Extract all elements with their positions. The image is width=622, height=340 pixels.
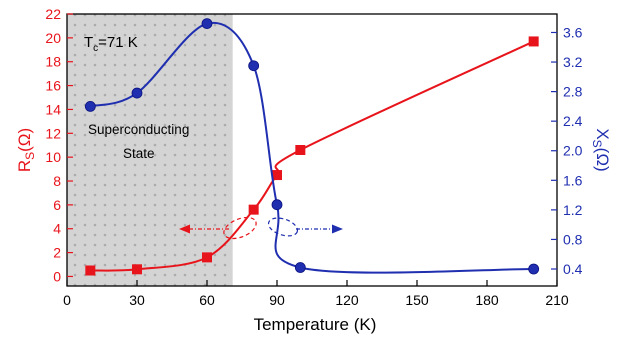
right-tick-label: 0.8 [563,231,583,247]
right-tick-label: 3.2 [563,54,583,70]
data-point-circle [294,262,306,273]
left-tick-label: 22 [45,6,61,22]
data-point-square [132,264,142,275]
shaded-region-dots [67,14,233,286]
x-tick-label: 30 [129,292,145,308]
left-tick-label: 2 [53,245,61,261]
series-line-right [90,21,534,274]
data-point-square [202,252,212,263]
x-tick-label: 180 [475,292,499,308]
x-tick-label: 210 [545,292,569,308]
left-axis-label: RS(Ω) [15,128,37,172]
right-tick-label: 0.4 [563,261,583,277]
superconducting-region [67,14,233,286]
data-point-circle [248,60,260,72]
state-label-line2: State [123,146,155,161]
left-tick-label: 16 [45,78,61,94]
x-axis-ticks: 0 30 60 90 120 150 180 210 [63,280,569,308]
series-line-left [90,40,535,272]
right-tick-label: 1.6 [563,172,583,188]
left-axis-ticks: 0 2 4 6 8 10 12 14 16 18 20 22 [45,6,73,284]
right-tick-label: 1.2 [563,202,583,218]
x-axis-label: Temperature (K) [254,315,377,334]
data-point-circle [528,263,540,275]
x-tick-label: 150 [405,292,429,308]
left-tick-label: 6 [53,197,61,213]
right-tick-label: 3.6 [563,24,583,40]
x-tick-label: 90 [269,292,285,308]
left-tick-label: 8 [53,173,61,189]
data-point-circle [201,18,213,30]
left-tick-label: 4 [53,221,61,237]
tc-annotation: Tc=71 K [84,34,138,54]
state-label-line1: Superconducting [88,122,189,137]
series-right-axis [84,18,540,275]
series-left-axis [85,36,539,276]
blue-series-ellipse [267,217,299,237]
data-point-square [85,265,96,276]
plot-frame [66,13,558,287]
left-tick-label: 10 [45,149,61,165]
right-axis-ticks: 0.4 0.8 1.2 1.6 2.0 2.4 2.8 3.2 3.6 [551,24,583,277]
left-tick-label: 20 [45,30,61,46]
right-axis-label: XS(Ω) [590,128,612,171]
blue-axis-arrow-head [332,224,343,234]
left-tick-label: 0 [53,268,61,284]
left-tick-label: 18 [45,54,61,70]
data-point-square [295,145,306,155]
data-point-square [528,36,539,47]
data-point-circle [131,87,143,99]
x-tick-label: 60 [199,292,215,308]
data-point-square [272,170,282,181]
data-point-circle [84,100,96,112]
x-tick-label: 0 [63,292,71,308]
red-axis-arrow-head [179,224,190,234]
right-tick-label: 2.8 [563,84,583,100]
data-point-square [248,204,259,215]
right-tick-label: 2.4 [563,113,583,129]
red-series-ellipse [223,216,257,240]
x-tick-label: 120 [335,292,359,308]
left-tick-label: 12 [45,125,61,141]
data-point-circle [271,199,283,211]
left-tick-label: 14 [45,101,61,117]
right-tick-label: 2.0 [563,143,583,159]
